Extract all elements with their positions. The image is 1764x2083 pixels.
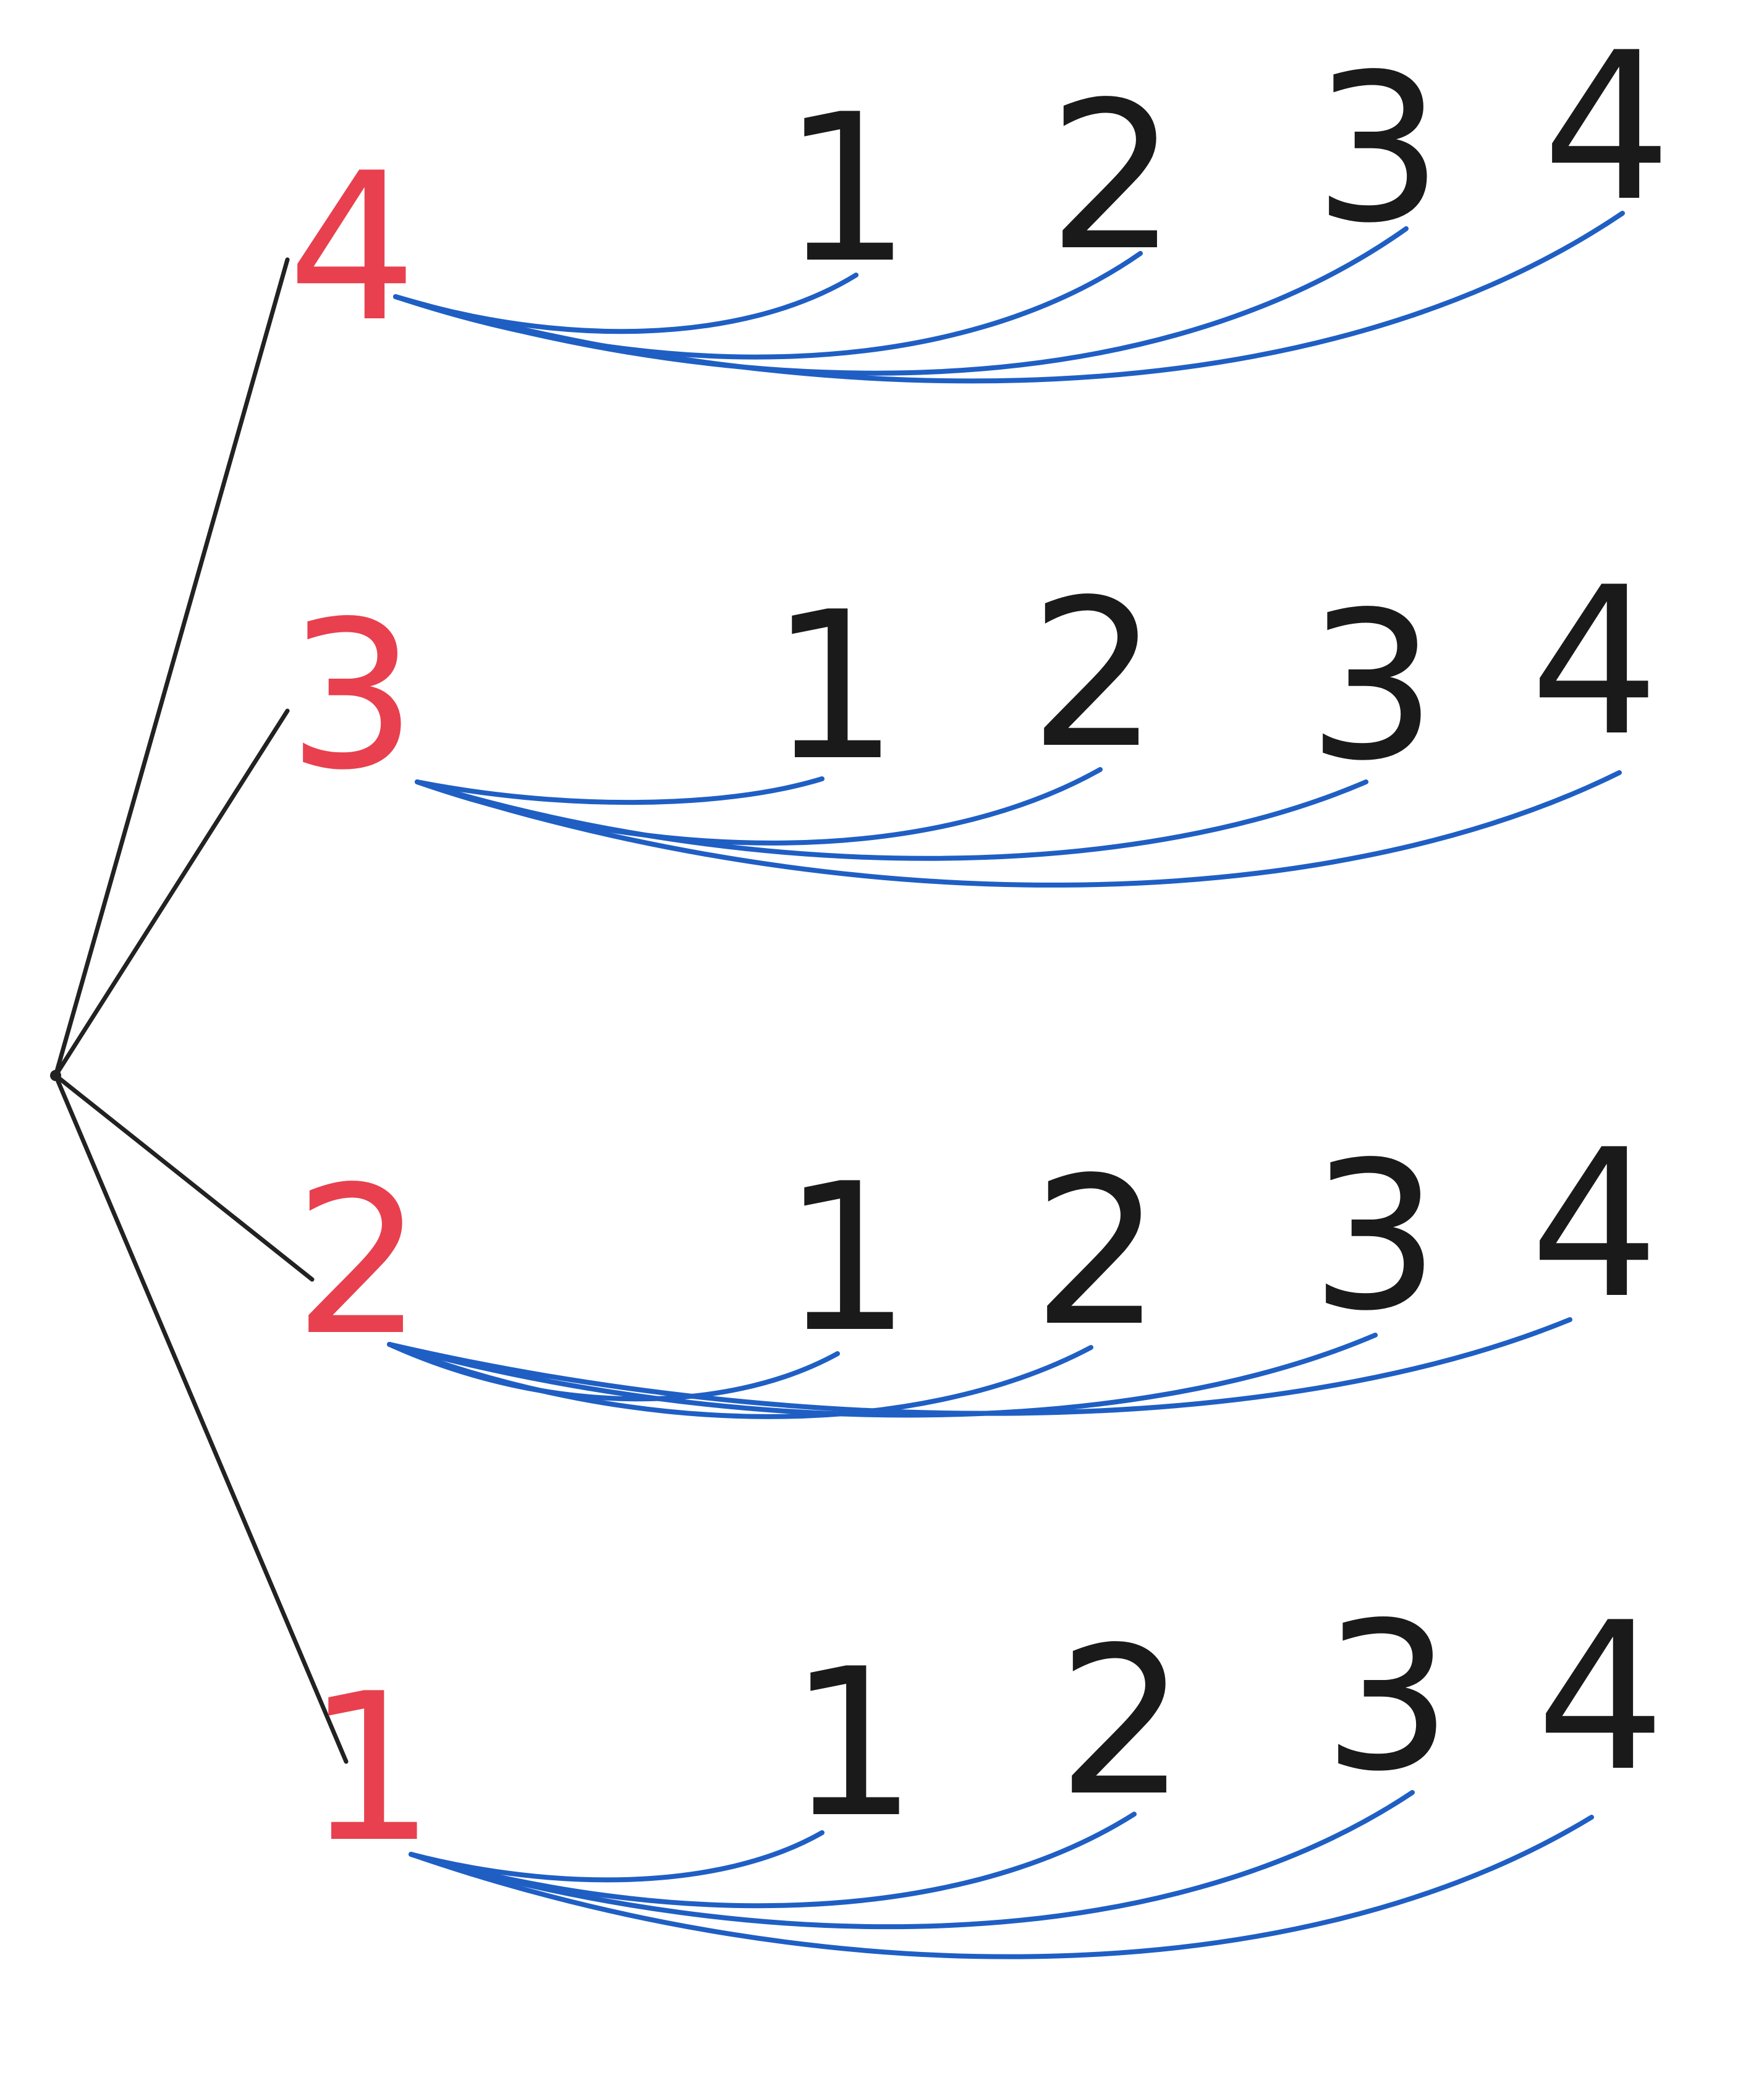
second-number-row-1-col-4: 4 — [1542, 9, 1672, 246]
second-number-row-3-col-2: 2 — [1032, 1134, 1162, 1371]
link-curve-row-2-col-4 — [415, 770, 1622, 888]
second-number-row-4-col-4: 4 — [1536, 1579, 1666, 1816]
link-curve-row-2-col-2 — [415, 767, 1103, 846]
root-node — [50, 1070, 61, 1081]
link-curve-row-4-col-3 — [409, 1790, 1415, 1930]
second-number-row-1-col-1: 1 — [782, 70, 912, 308]
second-number-row-2-col-2: 2 — [1029, 556, 1159, 793]
second-number-row-1-col-2: 2 — [1048, 58, 1177, 295]
second-number-row-2-col-3: 3 — [1307, 568, 1437, 805]
second-number-row-3-col-3: 3 — [1310, 1118, 1440, 1355]
second-number-row-4-col-2: 2 — [1057, 1603, 1187, 1841]
second-number-row-3-col-4: 4 — [1530, 1106, 1660, 1343]
branch-line-row-1 — [53, 257, 290, 1078]
link-curve-row-1-col-4 — [393, 211, 1625, 384]
branch-line-row-4 — [53, 1073, 349, 1764]
link-curve-row-3-col-3 — [387, 1333, 1378, 1418]
second-number-row-1-col-3: 3 — [1313, 30, 1443, 268]
second-number-row-4-col-1: 1 — [788, 1625, 918, 1862]
second-number-row-2-col-4: 4 — [1530, 543, 1660, 781]
link-curves — [387, 211, 1625, 1959]
first-number-row-2: 3 — [287, 577, 417, 815]
branch-line-row-3 — [53, 1073, 315, 1282]
link-curve-row-4-col-1 — [409, 1830, 825, 1883]
first-number-row-3: 2 — [294, 1143, 423, 1380]
link-curve-row-3-col-2 — [387, 1342, 1093, 1419]
branch-lines — [53, 257, 349, 1764]
branch-line-row-2 — [53, 708, 290, 1078]
link-curve-row-3-col-4 — [387, 1317, 1572, 1416]
second-number-row-4-col-3: 3 — [1323, 1579, 1452, 1816]
first-number-row-4: 1 — [306, 1650, 436, 1887]
first-number-row-1: 4 — [287, 129, 417, 367]
link-curve-row-4-col-4 — [409, 1815, 1594, 1959]
link-curve-row-4-col-2 — [409, 1812, 1137, 1909]
link-curve-row-1-col-2 — [393, 251, 1143, 360]
second-number-row-3-col-1: 1 — [782, 1140, 912, 1377]
link-curve-row-2-col-3 — [415, 779, 1368, 861]
link-curve-row-2-col-1 — [415, 776, 825, 805]
second-number-row-2-col-1: 1 — [770, 568, 899, 805]
